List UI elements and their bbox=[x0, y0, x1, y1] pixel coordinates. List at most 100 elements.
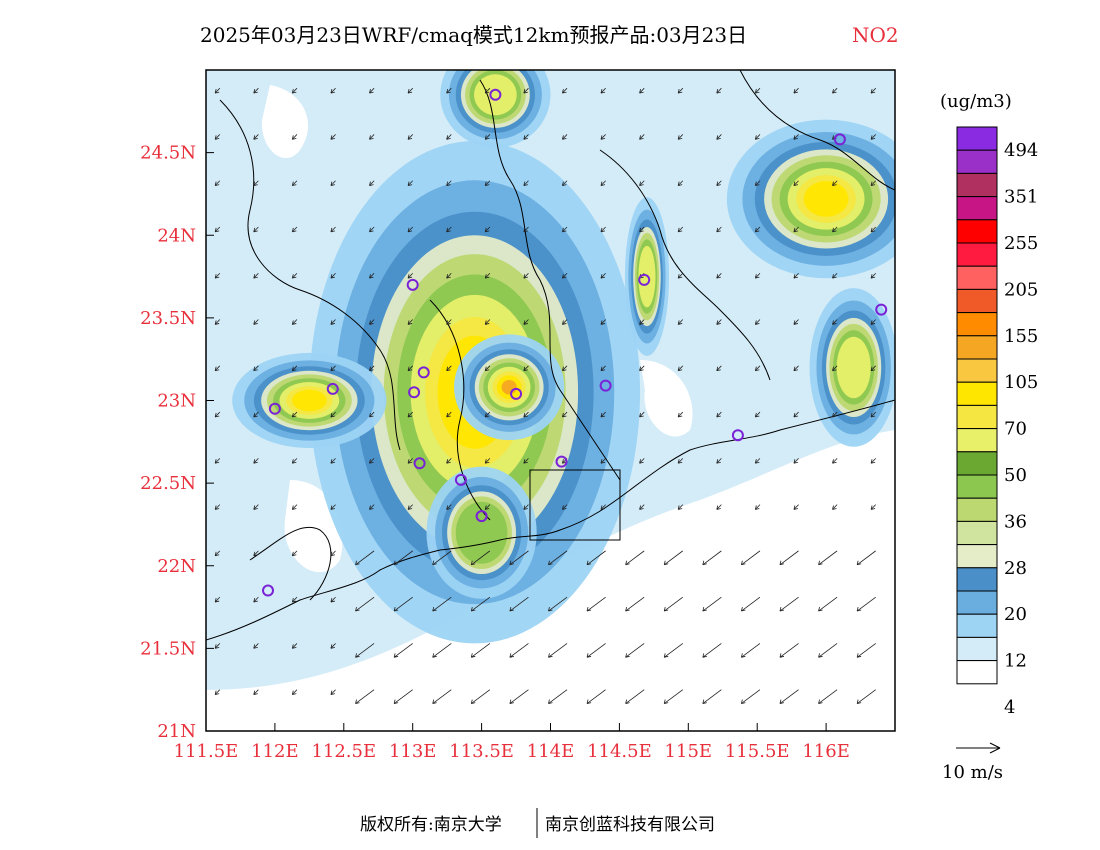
wind-arrowhead bbox=[523, 274, 528, 279]
concentration-contour bbox=[291, 389, 327, 412]
wind-arrow bbox=[523, 180, 529, 186]
legend-label: 205 bbox=[1004, 279, 1038, 300]
wind-arrowhead bbox=[369, 181, 374, 187]
wind-arrow bbox=[663, 689, 684, 704]
wind-arrowhead bbox=[600, 320, 606, 325]
wind-arrow bbox=[446, 87, 452, 94]
legend-label: 70 bbox=[1004, 419, 1027, 440]
wind-arrowhead bbox=[818, 699, 823, 704]
wind-arrow bbox=[292, 134, 298, 140]
wind-arrow bbox=[793, 319, 799, 325]
wind-arrow bbox=[523, 87, 529, 94]
wind-arrow bbox=[755, 226, 761, 233]
lat-tick-label: 23N bbox=[157, 391, 196, 412]
lat-tick-label: 21N bbox=[157, 721, 196, 742]
wind-arrowhead bbox=[562, 135, 567, 140]
wind-arrowhead bbox=[779, 699, 785, 704]
wind-arrowhead bbox=[523, 412, 528, 418]
wind-arrow bbox=[214, 550, 221, 557]
wind-arrow bbox=[292, 180, 298, 186]
wind-arrowhead bbox=[793, 320, 799, 325]
station-marker bbox=[406, 278, 419, 291]
wind-arrowhead bbox=[355, 699, 360, 704]
lon-tick-label: 115E bbox=[665, 741, 713, 762]
wind-arrow bbox=[716, 180, 722, 186]
wind-arrow bbox=[253, 365, 259, 371]
wind-arrow bbox=[870, 87, 876, 94]
wind-arrow bbox=[523, 411, 529, 418]
wind-arrowhead bbox=[625, 560, 630, 566]
wind-arrow bbox=[779, 689, 799, 704]
wind-arrow bbox=[779, 550, 799, 566]
wind-arrowhead bbox=[716, 88, 721, 94]
wind-arrow bbox=[818, 643, 838, 658]
legend-label: 351 bbox=[1004, 187, 1038, 208]
wind-arrowhead bbox=[253, 320, 258, 325]
province-boundary bbox=[599, 149, 771, 381]
wind-arrowhead bbox=[509, 606, 514, 612]
wind-arrowhead bbox=[291, 88, 297, 94]
wind-arrowhead bbox=[548, 699, 553, 704]
wind-arrowhead bbox=[716, 505, 721, 510]
wind-arrow bbox=[832, 504, 838, 510]
wind-arrow bbox=[639, 226, 645, 233]
wind-arrow bbox=[369, 411, 375, 418]
wind-arrowhead bbox=[870, 366, 876, 372]
wind-arrow bbox=[355, 596, 375, 612]
wind-arrow bbox=[755, 458, 761, 464]
wind-arrowhead bbox=[562, 412, 567, 418]
wind-arrow bbox=[818, 689, 838, 704]
wind-arrowhead bbox=[677, 274, 683, 279]
wind-arrowhead bbox=[330, 505, 336, 510]
wind-arrowhead bbox=[446, 366, 451, 372]
wind-arrowhead bbox=[407, 274, 413, 279]
legend-label: 4 bbox=[1004, 697, 1015, 718]
wind-arrowhead bbox=[832, 320, 837, 325]
wind-arrow bbox=[214, 134, 221, 140]
wind-arrowhead bbox=[639, 459, 644, 464]
station-marker bbox=[638, 273, 651, 286]
wind-arrowhead bbox=[663, 560, 669, 566]
wind-arrowhead bbox=[369, 366, 374, 372]
station-marker bbox=[454, 473, 467, 486]
legend-swatch bbox=[956, 520, 998, 546]
legend-label: 36 bbox=[1004, 511, 1027, 532]
wind-arrow bbox=[407, 411, 413, 418]
wind-arrow bbox=[586, 596, 606, 612]
wind-arrowhead bbox=[639, 320, 644, 325]
wind-arrowhead bbox=[600, 412, 606, 418]
wind-arrow bbox=[677, 504, 684, 510]
wind-arrow bbox=[369, 458, 375, 464]
wind-arrow bbox=[870, 458, 876, 464]
wind-arrow bbox=[870, 319, 876, 325]
wind-arrowhead bbox=[754, 227, 760, 233]
wind-arrowhead bbox=[562, 320, 567, 325]
wind-arrowhead bbox=[432, 606, 437, 612]
legend-label: 20 bbox=[1004, 604, 1027, 625]
lat-tick-label: 24.5N bbox=[140, 143, 196, 164]
station-marker bbox=[408, 386, 421, 399]
wind-arrow bbox=[832, 458, 838, 464]
wind-arrow bbox=[677, 87, 684, 94]
wind-arrow bbox=[471, 596, 491, 612]
wind-arrow bbox=[523, 134, 529, 140]
wind-arrowhead bbox=[779, 560, 785, 566]
wind-arrowhead bbox=[793, 181, 799, 187]
wind-arrowhead bbox=[484, 135, 490, 140]
wind-arrow bbox=[407, 272, 413, 279]
wind-arrowhead bbox=[793, 274, 799, 279]
province-boundary bbox=[219, 99, 401, 451]
station-marker bbox=[833, 133, 846, 146]
wind-arrow bbox=[870, 180, 876, 186]
lon-tick-label: 112.5E bbox=[311, 741, 376, 762]
wind-arrowhead bbox=[253, 644, 258, 649]
wind-arrowhead bbox=[832, 366, 837, 372]
wind-arrow bbox=[600, 319, 606, 325]
wind-arrowhead bbox=[870, 412, 876, 418]
wind-arrowhead bbox=[586, 653, 592, 658]
wind-arrowhead bbox=[600, 181, 606, 187]
wind-arrow bbox=[214, 319, 221, 325]
legend-label: 50 bbox=[1004, 465, 1027, 486]
wind-arrow bbox=[562, 272, 568, 279]
wind-arrow bbox=[639, 504, 645, 510]
